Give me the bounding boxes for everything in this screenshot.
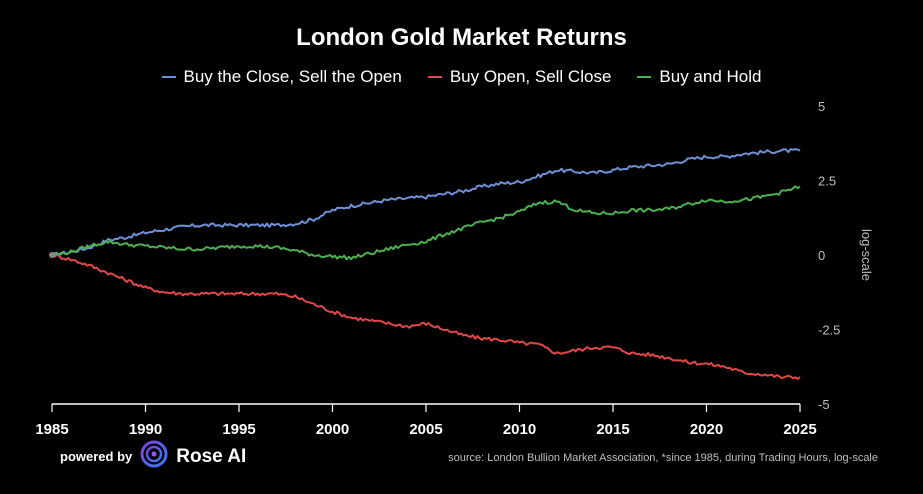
brand-name: Rose AI <box>176 445 247 467</box>
y-axis-label: log-scale <box>859 229 874 281</box>
y-tick-label: -2.5 <box>818 323 840 338</box>
x-tick-label: 1990 <box>129 421 162 438</box>
y-tick-label: 5 <box>818 99 825 114</box>
legend-swatch <box>637 76 652 78</box>
x-tick-label: 2020 <box>690 421 723 438</box>
legend-swatch <box>427 76 442 78</box>
legend-item: Buy Open, Sell Close <box>427 67 612 87</box>
series-line <box>51 148 801 257</box>
source-note: source: London Bullion Market Associatio… <box>448 452 878 464</box>
legend-swatch <box>161 76 176 78</box>
y-tick-label: 0 <box>818 248 825 263</box>
legend-label: Buy Open, Sell Close <box>449 67 612 86</box>
legend-item: Buy and Hold <box>637 67 761 87</box>
x-tick-label: 2000 <box>316 421 349 438</box>
x-tick-label: 2010 <box>503 421 536 438</box>
chart-legend: Buy the Close, Sell the Open Buy Open, Se… <box>0 67 923 87</box>
powered-by-label: powered by <box>60 449 133 464</box>
legend-item: Buy the Close, Sell the Open <box>161 67 402 87</box>
x-tick-label: 2025 <box>783 421 816 438</box>
legend-label: Buy the Close, Sell the Open <box>183 67 402 86</box>
footer-brand: powered by Rose AI <box>60 440 246 473</box>
series-line <box>51 253 801 380</box>
chart-title: London Gold Market Returns <box>296 24 627 51</box>
x-tick-label: 2005 <box>409 421 442 438</box>
y-tick-label: -5 <box>818 397 830 412</box>
x-tick-label: 1995 <box>222 421 255 438</box>
origin-point <box>49 252 55 258</box>
legend-label: Buy and Hold <box>659 67 762 86</box>
y-tick-label: 2.5 <box>818 174 836 189</box>
x-tick-label: 2015 <box>596 421 629 438</box>
rose-ai-logo-icon <box>140 440 168 473</box>
x-tick-label: 1985 <box>35 421 68 438</box>
series-line <box>51 185 801 261</box>
